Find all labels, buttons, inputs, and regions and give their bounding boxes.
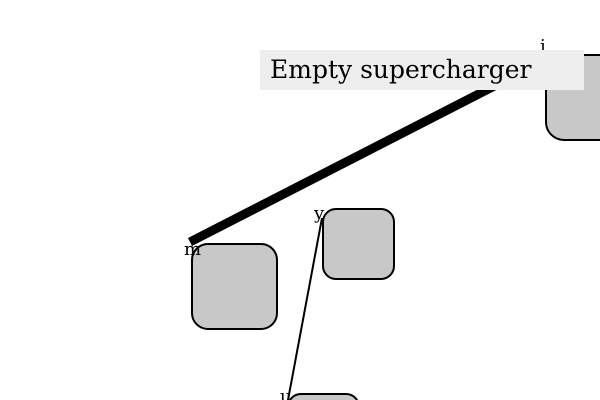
node-label-u: u (280, 386, 292, 400)
node-label-i: i (540, 36, 546, 57)
node-m[interactable] (191, 243, 278, 330)
node-y[interactable] (322, 208, 395, 280)
tooltip: Empty supercharger (260, 50, 584, 90)
edge-y-u (287, 217, 323, 400)
edge-m-i (187, 55, 548, 247)
node-u[interactable] (288, 393, 359, 400)
tooltip-text: Empty supercharger (270, 55, 532, 84)
node-label-y: y (313, 203, 325, 224)
node-label-m: m (184, 239, 201, 260)
